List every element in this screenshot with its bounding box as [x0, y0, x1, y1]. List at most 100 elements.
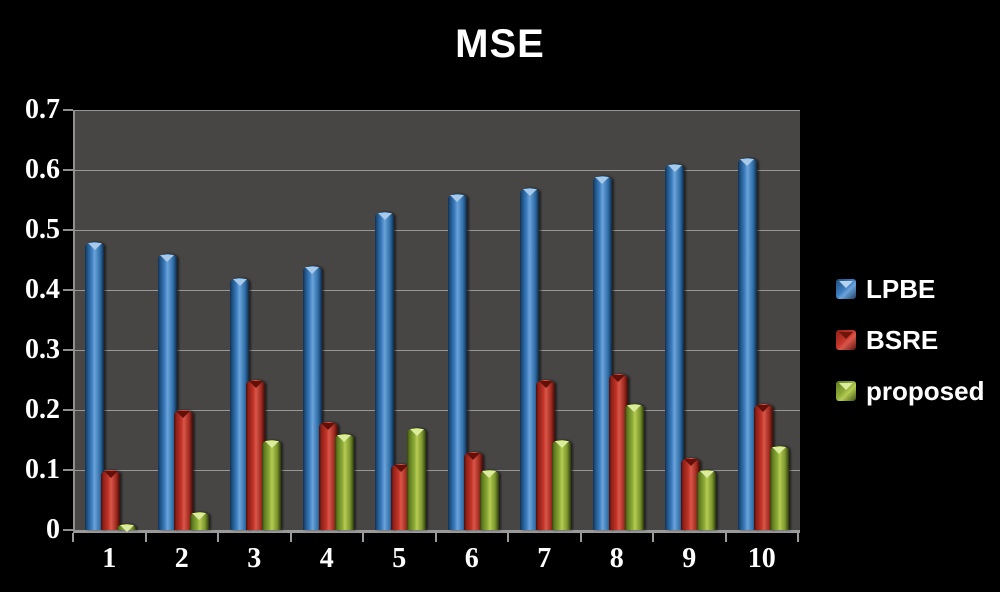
bar-proposed-2: [189, 512, 209, 530]
lpbe-legend-marker-icon: [836, 279, 856, 299]
bar-top-notch: [192, 513, 207, 520]
y-axis-tick: [63, 289, 73, 291]
y-axis-label: 0.1: [25, 454, 60, 485]
bar-top-notch: [683, 459, 698, 466]
bar-lpbe-9: [665, 164, 685, 530]
x-axis-tick: [579, 533, 582, 542]
x-axis-tick: [724, 533, 727, 542]
x-axis-label: 10: [747, 543, 776, 574]
bar-bsre-6: [463, 452, 483, 530]
legend-label: LPBE: [866, 274, 936, 304]
y-axis-label: 0.3: [25, 334, 60, 365]
bar-proposed-8: [624, 404, 644, 530]
x-axis-label: 9: [682, 543, 697, 574]
y-axis-label: 0.6: [25, 154, 60, 185]
gridline: [75, 469, 800, 471]
bar-bsre-7: [536, 380, 556, 530]
bar-top-notch: [627, 405, 642, 412]
x-axis-tick: [217, 533, 219, 542]
x-axis-label: 6: [464, 543, 479, 574]
bar-top-notch: [377, 213, 392, 220]
x-axis-label: 3: [247, 543, 262, 574]
bar-lpbe-6: [447, 194, 467, 530]
legend-label: proposed: [866, 376, 985, 406]
y-axis-label: 0.2: [25, 394, 60, 425]
bar-top-notch: [160, 255, 175, 262]
x-axis-label: 7: [537, 543, 552, 574]
x-axis-tick: [362, 533, 364, 542]
y-axis-tick: [63, 169, 73, 171]
bar-top-notch: [595, 177, 610, 184]
x-axis-tick: [72, 533, 74, 542]
bar-top-notch: [699, 471, 714, 478]
bar-bsre-3: [246, 380, 266, 530]
gridline: [75, 169, 800, 171]
legend: LPBE BSRE proposed: [836, 276, 984, 429]
x-axis-label: 5: [392, 543, 407, 574]
marker-notch: [839, 332, 853, 339]
bar-lpbe-10: [737, 158, 757, 530]
bar-top-notch: [264, 441, 279, 448]
bar-proposed-3: [262, 440, 282, 530]
y-axis-tick: [63, 229, 73, 231]
bar-top-notch: [409, 429, 424, 436]
bar-proposed-10: [769, 446, 789, 530]
y-axis-tick: [63, 529, 73, 531]
x-axis-label: 1: [102, 543, 117, 574]
bar-lpbe-5: [375, 212, 395, 530]
bar-top-notch: [87, 243, 102, 250]
chart-title: MSE: [455, 22, 545, 66]
bar-top-notch: [248, 381, 263, 388]
marker-notch: [839, 383, 853, 390]
gridline: [75, 289, 800, 291]
proposed-legend-marker-icon: [836, 381, 856, 401]
bar-proposed-4: [334, 434, 354, 530]
bar-top-notch: [482, 471, 497, 478]
bar-top-notch: [522, 189, 537, 196]
bar-top-notch: [740, 159, 755, 166]
gridline: [75, 409, 800, 411]
legend-item-bsre: BSRE: [836, 327, 984, 353]
bar-top-notch: [321, 423, 336, 430]
bar-top-notch: [103, 471, 118, 478]
bsre-legend-marker-icon: [836, 330, 856, 350]
bar-bsre-10: [753, 404, 773, 530]
bar-proposed-6: [479, 470, 499, 530]
y-axis-tick: [63, 349, 73, 351]
y-axis-tick: [63, 409, 73, 411]
bar-top-notch: [305, 267, 320, 274]
x-axis-label: 2: [174, 543, 189, 574]
y-axis-label: 0: [46, 514, 60, 545]
bar-bsre-8: [608, 374, 628, 530]
bar-bsre-9: [681, 458, 701, 530]
bar-proposed-9: [697, 470, 717, 530]
bar-bsre-1: [101, 470, 121, 530]
bar-top-notch: [554, 441, 569, 448]
bar-top-notch: [393, 465, 408, 472]
legend-item-proposed: proposed: [836, 378, 984, 404]
bar-top-notch: [538, 381, 553, 388]
bar-lpbe-1: [85, 242, 105, 530]
bar-proposed-5: [407, 428, 427, 530]
x-axis-label: 8: [609, 543, 624, 574]
bar-bsre-4: [318, 422, 338, 530]
bar-bsre-2: [173, 410, 193, 530]
bar-lpbe-7: [520, 188, 540, 530]
bar-top-notch: [466, 453, 481, 460]
bar-top-notch: [450, 195, 465, 202]
x-axis-label: 4: [319, 543, 334, 574]
gridline: [75, 229, 800, 231]
x-axis-tick: [797, 533, 799, 542]
marker-notch: [839, 281, 853, 288]
bar-top-notch: [176, 411, 191, 418]
bar-top-notch: [772, 447, 787, 454]
bar-bsre-5: [391, 464, 411, 530]
bar-top-notch: [119, 525, 134, 532]
bar-top-notch: [756, 405, 771, 412]
y-axis-tick: [63, 109, 73, 111]
x-axis-tick: [434, 533, 437, 542]
bar-lpbe-8: [592, 176, 612, 530]
bar-lpbe-4: [302, 266, 322, 530]
bar-top-notch: [667, 165, 682, 172]
bar-proposed-1: [117, 524, 137, 532]
